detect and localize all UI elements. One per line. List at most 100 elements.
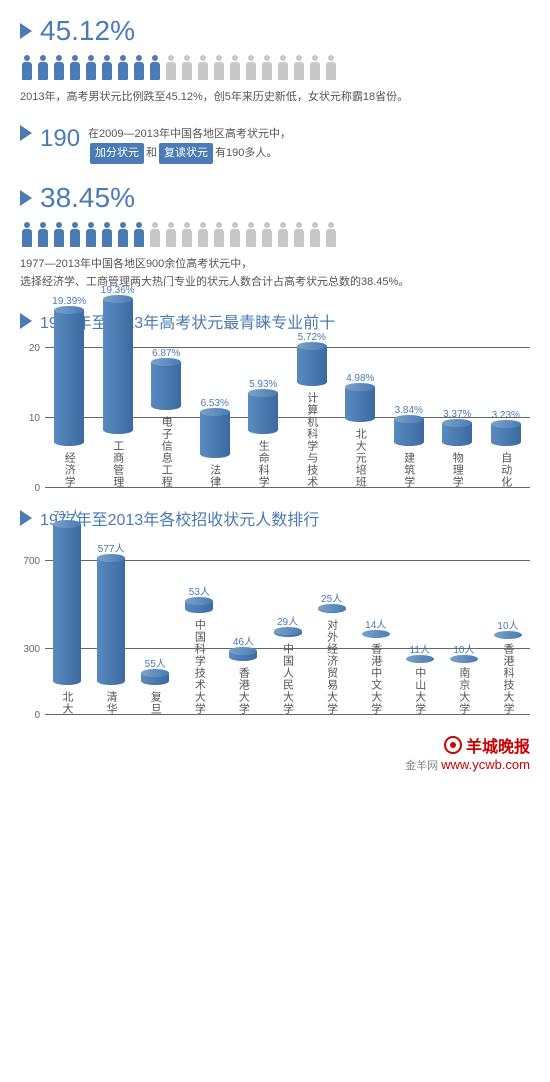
x-label: 物理学 [449, 452, 465, 488]
person-icon [244, 222, 258, 250]
person-icon [100, 55, 114, 83]
person-icon [20, 222, 34, 250]
bar: 53人中国科学技术大学 [177, 583, 221, 715]
x-label: 对外经济贸易大学 [324, 619, 340, 715]
bar-value-label: 29人 [277, 613, 298, 628]
person-icon [260, 222, 274, 250]
people-row-2 [20, 222, 530, 250]
bar-value-label: 19.36% [101, 285, 135, 296]
x-label: 香港中文大学 [368, 643, 384, 715]
person-icon [276, 222, 290, 250]
person-icon [148, 55, 162, 83]
gridline [45, 487, 530, 488]
person-icon [244, 55, 258, 83]
stat-38-percent: 38.45% 1977—2013年中国各地区900余位高考状元中，选择经济学、工… [20, 182, 530, 291]
person-icon [116, 55, 130, 83]
person-icon [36, 222, 50, 250]
bar-value-label: 53人 [189, 583, 210, 598]
bar: 46人香港大学 [221, 633, 265, 715]
stat-45-percent: 45.12% 2013年，高考男状元比例跌至45.12%，创5年来历史新低，女状… [20, 15, 530, 107]
y-tick: 300 [23, 644, 40, 655]
x-label: 南京大学 [456, 667, 472, 715]
person-icon [308, 55, 322, 83]
bar-value-label: 3.23% [492, 410, 520, 421]
person-icon [180, 55, 194, 83]
footer: 羊城晚报 金羊网 www.ycwb.com [20, 733, 530, 773]
person-icon [52, 55, 66, 83]
bar-value-label: 46人 [233, 633, 254, 648]
triangle-icon [20, 23, 32, 39]
bar-value-label: 10人 [497, 617, 518, 632]
person-icon [116, 222, 130, 250]
person-icon [100, 222, 114, 250]
x-label: 工商管理 [110, 440, 126, 488]
bar: 10人南京大学 [442, 641, 486, 715]
bar: 5.93% 生命科学 [239, 379, 288, 489]
bar: 6.53%法律 [191, 398, 240, 488]
tag-repeat: 复读状元 [159, 143, 213, 164]
person-icon [132, 55, 146, 83]
triangle-icon [20, 510, 32, 526]
person-icon [276, 55, 290, 83]
x-label: 经济学 [61, 452, 77, 488]
bar-value-label: 5.93% [249, 379, 277, 390]
person-icon [180, 222, 194, 250]
person-icon [84, 222, 98, 250]
person-icon [84, 55, 98, 83]
bar: 5.72%计算机科学与技术 [288, 332, 337, 488]
person-icon [308, 222, 322, 250]
x-label: 香港科技大学 [500, 643, 516, 715]
x-label: 生命科学 [255, 440, 271, 488]
person-icon [132, 222, 146, 250]
triangle-icon [20, 125, 32, 141]
x-label: 中山大学 [412, 667, 428, 715]
x-label: 法律 [207, 464, 223, 488]
stat-190: 190 在2009—2013年中国各地区高考状元中， 加分状元和复读状元有190… [20, 125, 530, 164]
person-icon [164, 55, 178, 83]
bar: 19.36% 工商管理 [94, 285, 143, 489]
x-label: 计算机科学与技术 [304, 392, 320, 488]
stat-value: 38.45% [40, 182, 135, 214]
bar-value-label: 25人 [321, 590, 342, 605]
bar: 3.37%物理学 [433, 409, 482, 489]
bar: 10人香港科技大学 [486, 617, 530, 715]
footer-link[interactable]: www.ycwb.com [441, 757, 530, 772]
x-label: 中国科学技术大学 [191, 619, 207, 715]
bar: 14人香港中文大学 [354, 616, 398, 715]
chart-majors: 1977年至2013年高考状元最青睐专业前十 0102019.39%经济学19.… [20, 309, 530, 488]
person-icon [68, 55, 82, 83]
stat-value: 45.12% [40, 15, 135, 47]
bar-value-label: 14人 [365, 616, 386, 631]
x-label: 中国人民大学 [280, 643, 296, 715]
person-icon [324, 222, 338, 250]
bar: 11人中山大学 [398, 641, 442, 715]
bar: 29人中国人民大学 [265, 613, 309, 715]
tag-bonus: 加分状元 [90, 143, 144, 164]
person-icon [196, 55, 210, 83]
bar: 25人对外经济贸易大学 [310, 590, 354, 716]
person-icon [292, 222, 306, 250]
person-icon [228, 55, 242, 83]
bar: 4.98%北大元培班 [336, 373, 385, 488]
person-icon [212, 55, 226, 83]
person-icon [196, 222, 210, 250]
chart-schools: 1977年至2013年各校招收状元人数排行 0300700731人北大577人清… [20, 506, 530, 715]
y-tick: 10 [29, 413, 40, 424]
stat-text: 在2009—2013年中国各地区高考状元中， 加分状元和复读状元有190多人。 [88, 125, 291, 164]
x-label: 香港大学 [235, 667, 251, 715]
people-row-1 [20, 55, 530, 83]
person-icon [260, 55, 274, 83]
x-label: 北大元培班 [352, 428, 368, 488]
person-icon [212, 222, 226, 250]
x-label: 自动化 [498, 452, 514, 488]
bar-value-label: 731人 [54, 506, 81, 521]
bar: 731人北大 [45, 506, 89, 715]
bar: 19.39%经济学 [45, 296, 94, 488]
person-icon [164, 222, 178, 250]
person-icon [52, 222, 66, 250]
x-label: 电子信息工程 [158, 416, 174, 488]
y-tick: 0 [34, 483, 40, 494]
stat-value: 190 [40, 125, 80, 153]
y-tick: 20 [29, 343, 40, 354]
logo-icon [444, 736, 462, 754]
